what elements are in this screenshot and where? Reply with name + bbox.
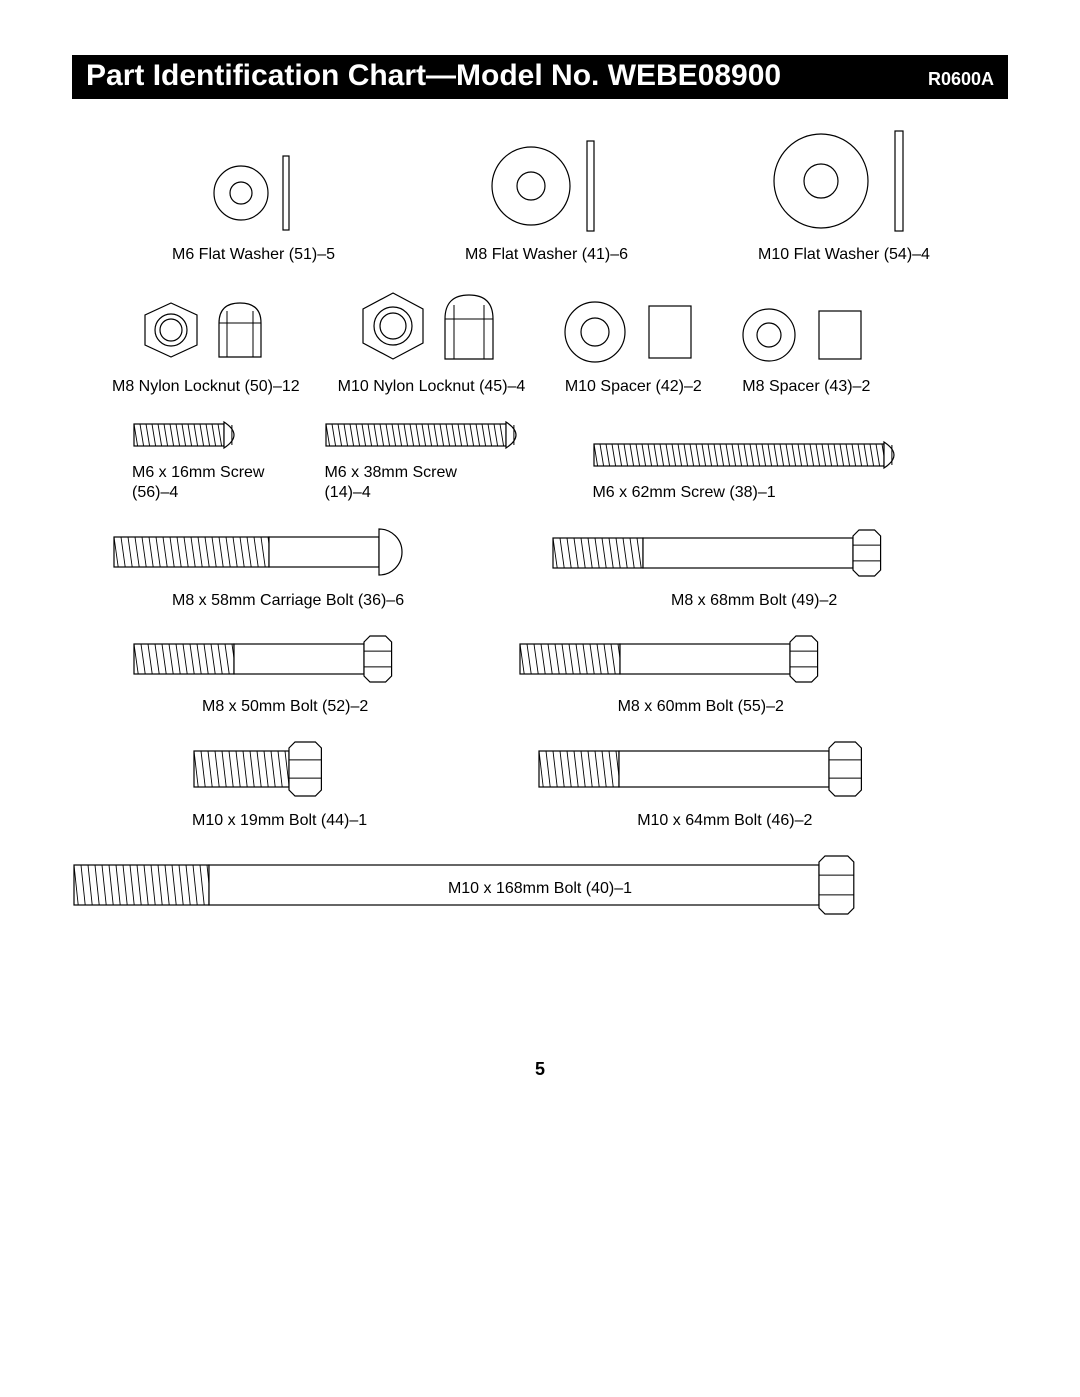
- spacer-icon: [741, 305, 871, 365]
- screw-icon: [592, 439, 910, 471]
- part-label: M10 Spacer (42)–2: [565, 377, 702, 397]
- hex-bolt-icon: [518, 633, 824, 685]
- part-m6x16-screw: M6 x 16mm Screw (56)–4: [132, 419, 264, 503]
- locknut-icon: [359, 287, 504, 365]
- row-bolts-2: M8 x 50mm Bolt (52)–2 M8 x 60mm Bolt (55…: [72, 633, 1008, 717]
- part-m10-flat-washer: M10 Flat Washer (54)–4: [758, 129, 930, 265]
- part-m8-flat-washer: M8 Flat Washer (41)–6: [465, 139, 628, 265]
- part-m8-nylon-locknut: M8 Nylon Locknut (50)–12: [112, 295, 300, 397]
- part-label: M10 Flat Washer (54)–4: [758, 245, 930, 265]
- part-label: M10 x 64mm Bolt (46)–2: [537, 811, 812, 831]
- chart-area: M6 Flat Washer (51)–5 M8 Flat Washer (41…: [72, 99, 1008, 899]
- part-label: M8 x 60mm Bolt (55)–2: [518, 697, 784, 717]
- hex-bolt-icon: [132, 633, 398, 685]
- part-label: M8 Spacer (43)–2: [742, 377, 870, 397]
- part-m6x38-screw: M6 x 38mm Screw (14)–4: [324, 419, 532, 503]
- part-m8-spacer: M8 Spacer (43)–2: [741, 305, 871, 397]
- locknut-icon: [141, 295, 271, 365]
- washer-icon: [487, 139, 607, 233]
- row-bolts-1: M8 x 58mm Carriage Bolt (36)–6 M8 x 68mm…: [72, 525, 1008, 611]
- part-m6x62-screw: M6 x 62mm Screw (38)–1: [592, 439, 910, 503]
- part-label: M6 Flat Washer (51)–5: [172, 245, 335, 265]
- part-m10x64-bolt: M10 x 64mm Bolt (46)–2: [537, 739, 867, 831]
- part-label: M8 x 68mm Bolt (49)–2: [551, 591, 837, 611]
- title-bar: Part Identification Chart—Model No. WEBE…: [72, 55, 1008, 99]
- page: Part Identification Chart—Model No. WEBE…: [0, 0, 1080, 1120]
- washer-icon: [769, 129, 919, 233]
- part-m8x60-bolt: M8 x 60mm Bolt (55)–2: [518, 633, 824, 717]
- part-label: M8 Nylon Locknut (50)–12: [112, 377, 300, 397]
- part-m8x50-bolt: M8 x 50mm Bolt (52)–2: [132, 633, 398, 717]
- part-m10x168-bolt: M10 x 168mm Bolt (40)–1: [72, 853, 1008, 899]
- part-label: M10 Nylon Locknut (45)–4: [338, 377, 526, 397]
- hex-bolt-icon: [537, 739, 867, 799]
- part-label: M8 x 58mm Carriage Bolt (36)–6: [112, 591, 404, 611]
- row-washers: M6 Flat Washer (51)–5 M8 Flat Washer (41…: [72, 129, 1008, 265]
- hex-bolt-icon: [192, 739, 327, 799]
- part-m8x68-bolt: M8 x 68mm Bolt (49)–2: [551, 527, 887, 611]
- part-m10x19-bolt: M10 x 19mm Bolt (44)–1: [192, 739, 367, 831]
- part-label: M6 x 38mm Screw (14)–4: [324, 463, 456, 503]
- part-label: M10 x 168mm Bolt (40)–1: [448, 879, 632, 899]
- row-bolts-3: M10 x 19mm Bolt (44)–1 M10 x 64mm Bolt (…: [72, 739, 1008, 831]
- screw-icon: [132, 419, 250, 451]
- title-main: Part Identification Chart—Model No. WEBE…: [86, 59, 781, 93]
- part-m6-flat-washer: M6 Flat Washer (51)–5: [172, 153, 335, 265]
- washer-icon: [209, 153, 299, 233]
- row-screws: M6 x 16mm Screw (56)–4 M6 x 38mm Screw (…: [72, 419, 1008, 503]
- part-m10-spacer: M10 Spacer (42)–2: [563, 299, 703, 397]
- page-number: 5: [72, 1059, 1008, 1080]
- part-label: M6 x 16mm Screw (56)–4: [132, 463, 264, 503]
- spacer-icon: [563, 299, 703, 365]
- part-label: M8 Flat Washer (41)–6: [465, 245, 628, 265]
- part-m10-nylon-locknut: M10 Nylon Locknut (45)–4: [338, 287, 526, 397]
- carriage-bolt-icon: [112, 525, 431, 579]
- screw-icon: [324, 419, 532, 451]
- part-label: M6 x 62mm Screw (38)–1: [592, 483, 775, 503]
- hex-bolt-icon: [551, 527, 887, 579]
- part-m8x58-carriage: M8 x 58mm Carriage Bolt (36)–6: [112, 525, 431, 611]
- row-bolts-4: M10 x 168mm Bolt (40)–1: [72, 853, 1008, 899]
- title-code: R0600A: [928, 69, 994, 90]
- part-label: M8 x 50mm Bolt (52)–2: [132, 697, 368, 717]
- part-label: M10 x 19mm Bolt (44)–1: [192, 811, 367, 831]
- row-nuts-spacers: M8 Nylon Locknut (50)–12 M10 Nylon Lockn…: [72, 287, 1008, 397]
